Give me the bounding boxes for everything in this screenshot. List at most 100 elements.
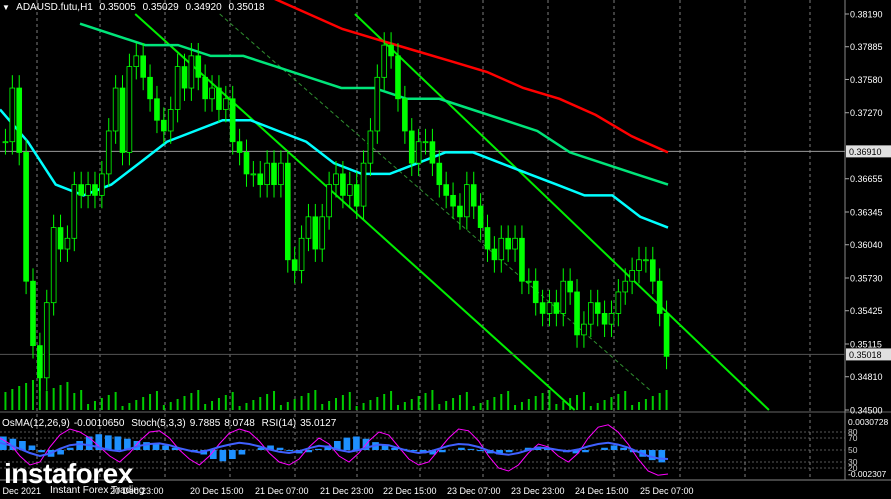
osma-bar-36 — [343, 437, 351, 450]
candle-body-6 — [43, 302, 50, 379]
candle-body-14 — [99, 173, 105, 196]
candle-body-37 — [257, 173, 264, 186]
candle-body-5 — [37, 345, 43, 379]
osma-bar-35 — [334, 441, 341, 450]
candle-body-12 — [85, 184, 91, 196]
osma-bar-63 — [601, 447, 608, 450]
volume-bar-55 — [383, 394, 386, 410]
rsi-value: 35.0127 — [300, 418, 337, 429]
osma-bar-6 — [57, 450, 64, 455]
volume-bar-6 — [45, 391, 48, 410]
time-label-9: 25 Dec 07:00 — [640, 486, 694, 496]
horizontal-level-line[interactable] — [0, 150, 845, 355]
osma-value: -0.0010650 — [73, 418, 125, 429]
volume-bar-0 — [4, 392, 7, 410]
volume-bar-1 — [11, 389, 14, 410]
volume-bar-63 — [438, 404, 441, 410]
osma-bar-68 — [648, 450, 656, 461]
osma-bar-7 — [66, 447, 74, 450]
volume-bar-45 — [314, 390, 317, 410]
osma-bar-2 — [19, 441, 26, 450]
osma-bar-69 — [658, 450, 666, 463]
volume-bar-9 — [66, 382, 69, 410]
volume-bar-17 — [121, 406, 124, 410]
price-tick-label-2: 0.37580 — [850, 75, 883, 85]
volume-bar-28 — [197, 390, 200, 410]
candle-body-18 — [126, 66, 133, 153]
candle-body-94 — [649, 259, 656, 282]
osma-bar-17 — [162, 445, 169, 450]
volume-bar-27 — [190, 393, 193, 410]
candle-body-43 — [298, 237, 305, 271]
price-tag-bg-0 — [846, 145, 891, 158]
price-tick-label-11: 0.34500 — [850, 406, 883, 416]
osma-bar-45 — [429, 450, 437, 455]
candle-body-47 — [326, 184, 332, 218]
osma-bar-28 — [267, 445, 274, 450]
stoch-signal: 8.0748 — [224, 418, 255, 429]
candle-body-80 — [553, 302, 560, 314]
volume-bar-51 — [355, 406, 358, 410]
osma-bar-48 — [458, 447, 465, 450]
osma-bar-10 — [95, 434, 103, 450]
volume-bar-37 — [259, 397, 262, 410]
candle-body-86 — [594, 302, 601, 314]
candle-body-87 — [601, 313, 608, 325]
candle-body-19 — [133, 55, 140, 67]
osma-bar-33 — [314, 448, 322, 450]
osma-bar-37 — [353, 436, 360, 450]
osma-bar-11 — [104, 435, 112, 450]
ma-fast-line — [0, 108, 669, 229]
volume-bar-65 — [452, 398, 455, 410]
candle-body-65 — [450, 194, 456, 207]
volume-bar-62 — [431, 390, 434, 410]
candle-body-89 — [615, 291, 622, 314]
candle-body-91 — [629, 270, 635, 282]
volume-bar-49 — [341, 395, 344, 410]
osma-bar-30 — [286, 450, 293, 452]
price-tick-label-3: 0.37270 — [850, 108, 883, 118]
candle-body-66 — [457, 205, 463, 218]
volume-bar-44 — [307, 393, 310, 410]
volume-bar-36 — [252, 400, 255, 410]
candle-body-24 — [167, 109, 174, 132]
volume-bar-57 — [396, 405, 399, 410]
price-tag-label-1: 0.35018 — [849, 350, 882, 360]
candle-body-54 — [374, 76, 381, 132]
volume-bar-2 — [18, 386, 21, 410]
volume-bar-10 — [73, 393, 76, 410]
volume-bar-26 — [183, 396, 186, 410]
osma-bar-27 — [257, 447, 265, 450]
candle-body-48 — [333, 173, 339, 186]
candle-body-92 — [636, 259, 642, 271]
volume-bar-4 — [31, 380, 34, 410]
ma-slow-line — [274, 0, 669, 154]
osma-bar-25 — [238, 450, 246, 455]
time-label-3: 21 Dec 07:00 — [255, 486, 309, 496]
volume-bar-50 — [348, 392, 351, 410]
osma-bar-24 — [229, 450, 236, 459]
osma-bar-3 — [28, 445, 36, 450]
volume-bar-59 — [410, 399, 413, 410]
candle-body-30 — [209, 87, 215, 100]
volume-bar-53 — [369, 400, 372, 410]
candle-body-79 — [546, 302, 553, 314]
volume-bar-52 — [362, 403, 365, 410]
time-label-8: 24 Dec 15:00 — [575, 486, 629, 496]
volume-bar-12 — [87, 404, 90, 410]
price-tag-bg-1 — [846, 348, 891, 361]
volume-bar-47 — [328, 401, 331, 410]
candle-body-58 — [402, 98, 408, 132]
osma-bar-60 — [572, 450, 580, 454]
volume-bar-56 — [390, 391, 393, 410]
candle-body-61 — [422, 141, 429, 144]
price-tick-label-4: 0.36655 — [850, 174, 883, 184]
candle-body-81 — [560, 280, 567, 314]
volume-bar-34 — [238, 406, 241, 410]
collapse-triangle-icon[interactable]: ▼ — [2, 3, 10, 12]
volume-bar-77 — [534, 396, 537, 410]
osma-bar-65 — [620, 447, 627, 450]
osma-bar-14 — [133, 441, 141, 450]
candle-body-41 — [284, 162, 291, 261]
